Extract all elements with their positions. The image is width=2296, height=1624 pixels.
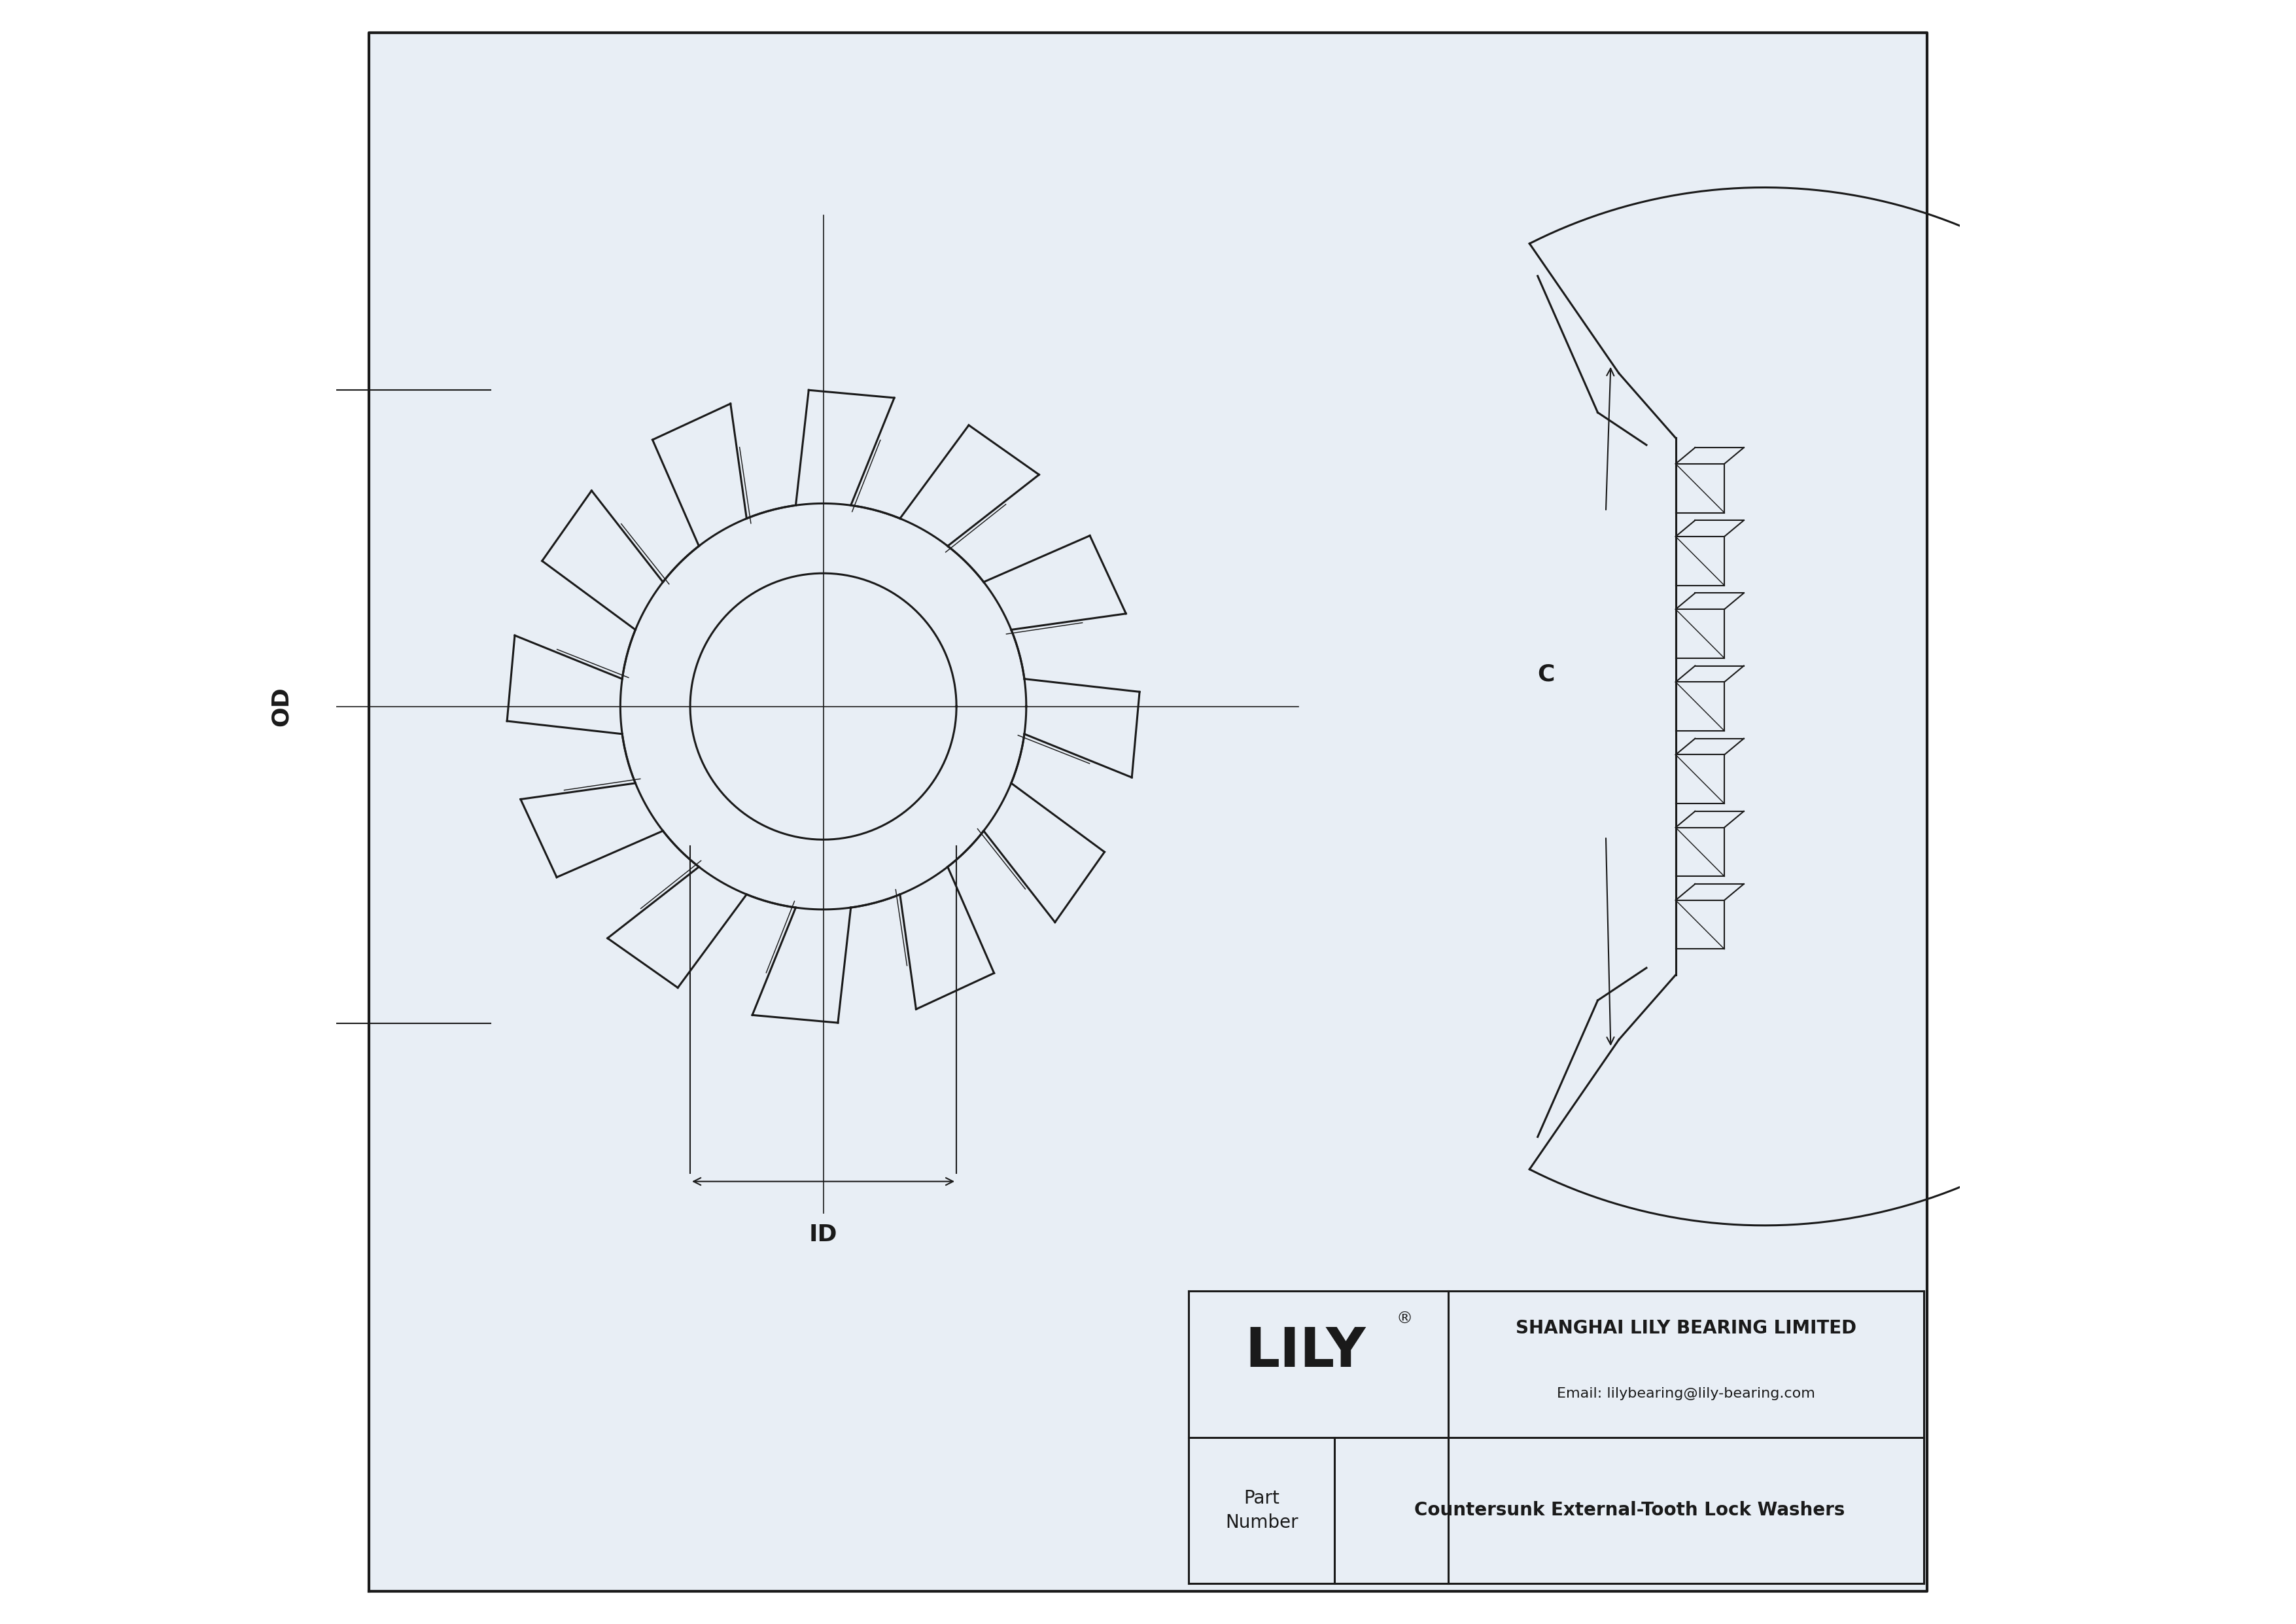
Text: OD: OD <box>271 687 292 726</box>
Text: Countersunk External-Tooth Lock Washers: Countersunk External-Tooth Lock Washers <box>1414 1501 1844 1520</box>
Text: LILY: LILY <box>1244 1325 1366 1377</box>
Text: SHANGHAI LILY BEARING LIMITED: SHANGHAI LILY BEARING LIMITED <box>1515 1319 1857 1338</box>
Text: ®: ® <box>1396 1311 1412 1327</box>
Text: ID: ID <box>808 1224 838 1246</box>
Text: C: C <box>1538 663 1554 685</box>
Text: Part
Number: Part Number <box>1226 1489 1297 1531</box>
Text: Email: lilybearing@lily-bearing.com: Email: lilybearing@lily-bearing.com <box>1557 1387 1816 1400</box>
